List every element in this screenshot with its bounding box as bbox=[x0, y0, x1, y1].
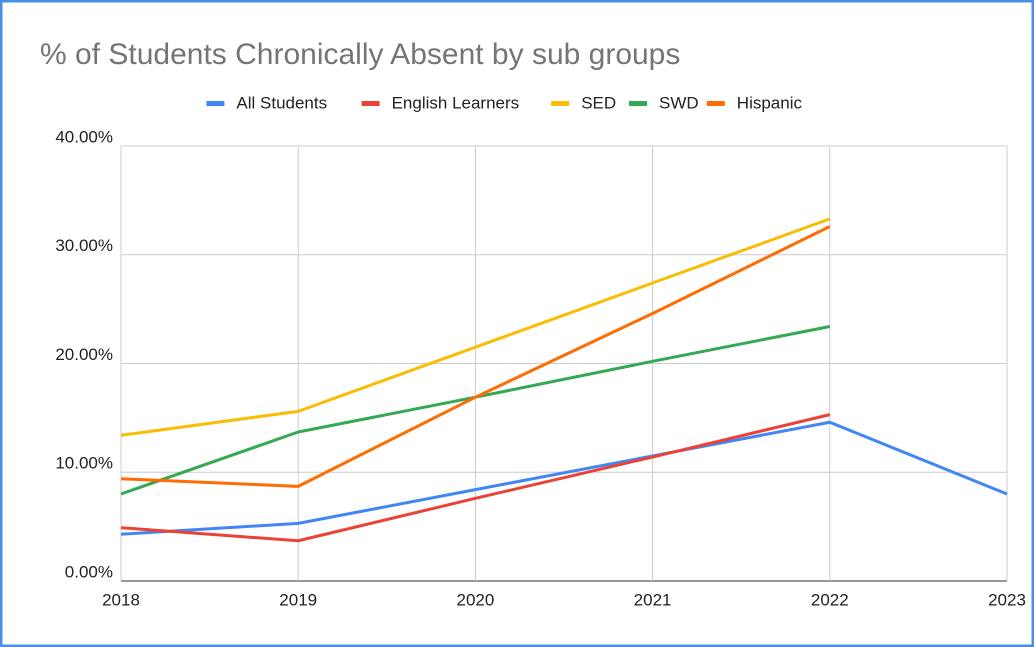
y-tick-label: 40.00% bbox=[55, 127, 113, 146]
chart-title: % of Students Chronically Absent by sub … bbox=[40, 38, 680, 71]
y-tick-label: 0.00% bbox=[65, 562, 113, 581]
x-tick-label: 2023 bbox=[988, 590, 1026, 609]
legend-swatch bbox=[706, 101, 725, 106]
x-tick-label: 2020 bbox=[456, 590, 494, 609]
x-tick-label: 2022 bbox=[811, 590, 849, 609]
x-tick-label: 2018 bbox=[102, 590, 140, 609]
x-tick-label: 2021 bbox=[634, 590, 672, 609]
series-line bbox=[120, 413, 831, 543]
legend-label: All Students bbox=[236, 93, 327, 112]
legend-swatch bbox=[551, 101, 570, 106]
series-line bbox=[120, 420, 1008, 536]
legend-swatch bbox=[206, 101, 225, 106]
legend-label: Hispanic bbox=[737, 93, 803, 112]
y-tick-label: 30.00% bbox=[55, 236, 113, 255]
legend-swatch bbox=[361, 101, 380, 106]
legend-label: SED bbox=[581, 93, 616, 112]
y-tick-label: 10.00% bbox=[55, 454, 113, 473]
legend-label: SWD bbox=[659, 93, 699, 112]
series-line bbox=[120, 225, 831, 488]
x-tick-label: 2019 bbox=[279, 590, 317, 609]
legend-swatch bbox=[629, 101, 647, 106]
y-tick-label: 20.00% bbox=[55, 345, 113, 364]
series-line bbox=[120, 217, 831, 437]
legend-label: English Learners bbox=[392, 93, 520, 112]
